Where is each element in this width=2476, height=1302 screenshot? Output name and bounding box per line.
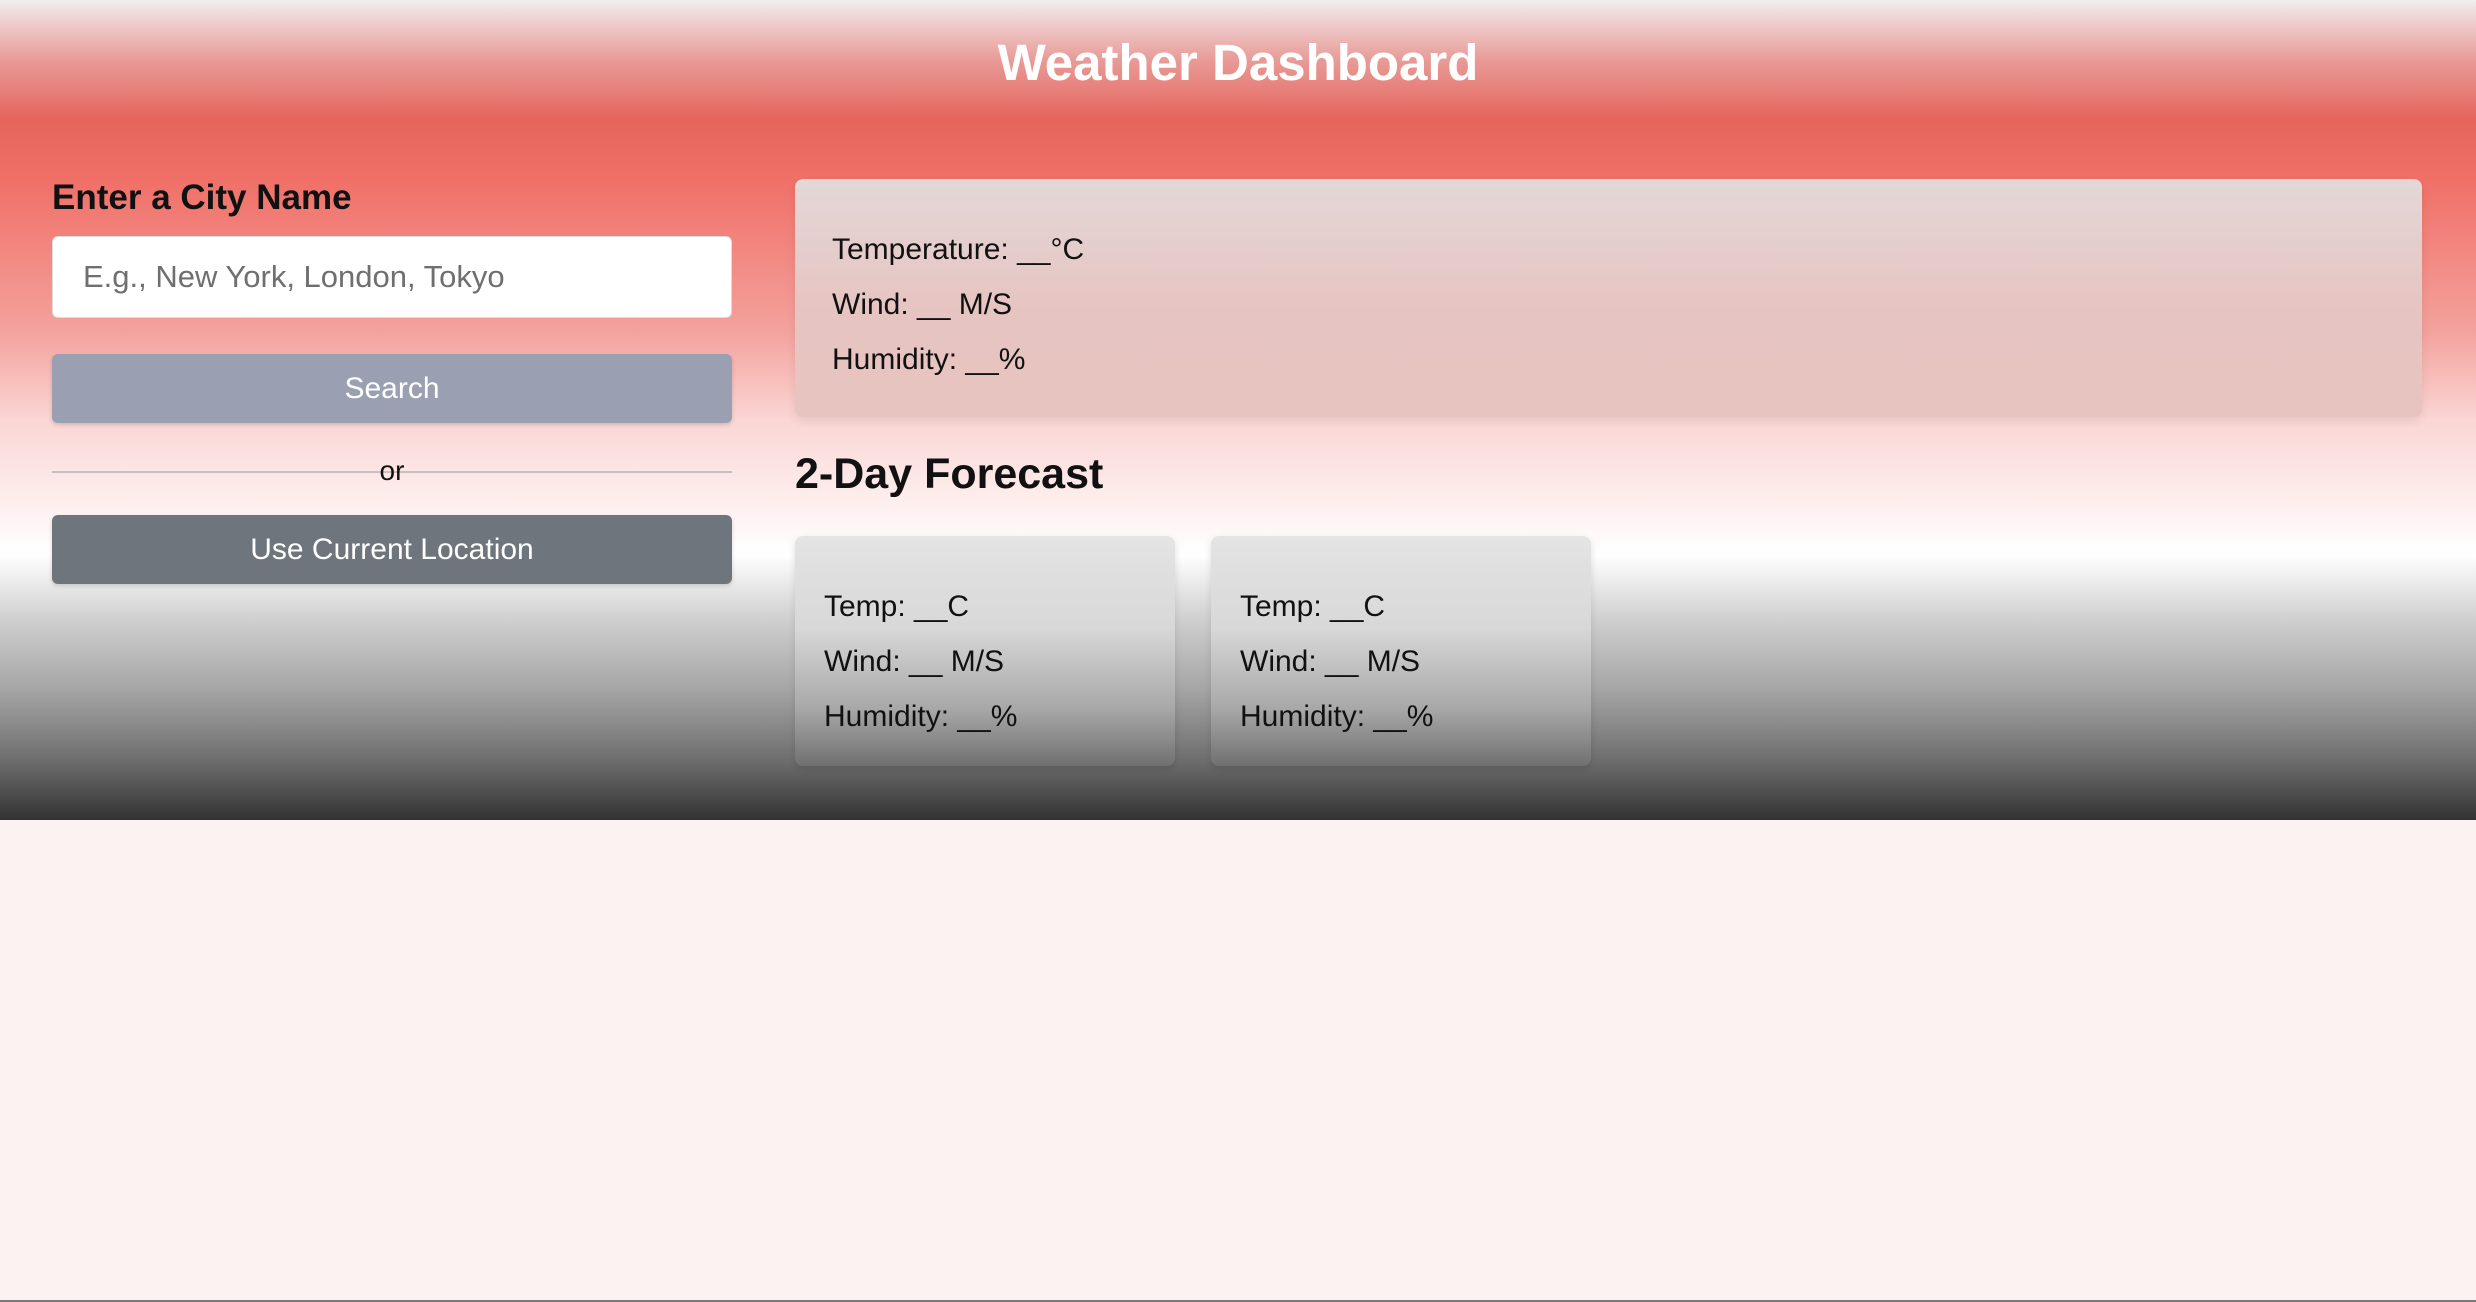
divider-text: or — [379, 455, 405, 486]
forecast-title: 2-Day Forecast — [795, 450, 1104, 498]
use-current-location-button[interactable]: Use Current Location — [52, 515, 732, 584]
page-title: Weather Dashboard — [997, 34, 1479, 91]
or-divider: or — [52, 423, 732, 515]
forecast-card: Temp: __C Wind: __ M/S Humidity: __% — [1211, 536, 1591, 766]
city-input-label: Enter a City Name — [52, 178, 352, 217]
current-temperature: Temperature: __°C — [832, 233, 1085, 266]
forecast-temp: Temp: __C — [824, 590, 970, 623]
forecast-wind: Wind: __ M/S — [1240, 645, 1421, 678]
search-panel: Enter a City Name Search or Use Current … — [52, 170, 732, 584]
current-humidity: Humidity: __% — [832, 343, 1026, 376]
forecast-card: Temp: __C Wind: __ M/S Humidity: __% — [795, 536, 1175, 766]
header: Weather Dashboard — [0, 0, 2476, 125]
forecast-temp: Temp: __C — [1240, 590, 1386, 623]
current-wind: Wind: __ M/S — [832, 288, 1013, 321]
forecast-wind: Wind: __ M/S — [824, 645, 1005, 678]
current-weather-card: Temperature: __°C Wind: __ M/S Humidity:… — [795, 179, 2422, 417]
search-button[interactable]: Search — [52, 354, 732, 423]
city-search-input[interactable] — [52, 236, 732, 318]
page-bottom-border — [0, 1300, 2476, 1302]
divider-line — [52, 471, 732, 473]
forecast-humidity: Humidity: __% — [824, 700, 1018, 733]
app-background: Weather Dashboard Enter a City Name Sear… — [0, 0, 2476, 820]
forecast-humidity: Humidity: __% — [1240, 700, 1434, 733]
